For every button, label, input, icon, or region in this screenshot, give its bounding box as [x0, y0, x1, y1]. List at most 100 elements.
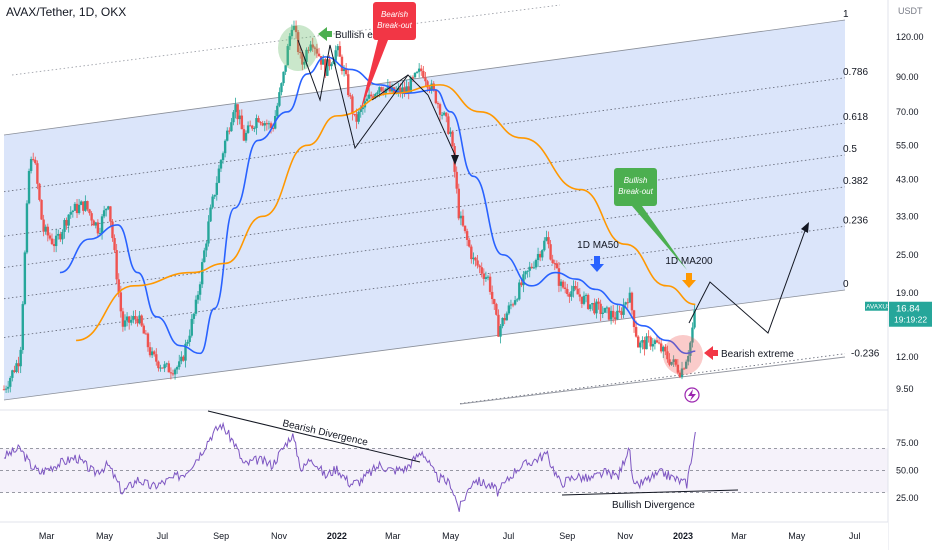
candle-body [11, 370, 14, 378]
candle-body [541, 250, 544, 258]
candle-body [347, 74, 350, 96]
candle-body [265, 123, 269, 125]
candle-body [294, 25, 298, 33]
time-tick: Mar [385, 531, 401, 541]
candle-body [538, 253, 542, 258]
zigzag-arrowhead [451, 155, 459, 165]
candle-body [194, 299, 198, 314]
projection-arrowhead [801, 222, 809, 233]
candle-body [276, 105, 279, 116]
candle-body [309, 44, 312, 51]
candle-body [369, 94, 373, 97]
candle-body [632, 310, 636, 328]
candle-body [338, 46, 342, 57]
candle-body [328, 59, 331, 67]
candle-body [115, 250, 118, 280]
time-tick: May [96, 531, 114, 541]
candle-body [484, 277, 488, 279]
candle-body [263, 123, 266, 126]
candle-body [445, 112, 448, 117]
candle-body [221, 153, 225, 161]
candle-body [211, 196, 214, 208]
price-tick: 70.00 [896, 107, 919, 117]
bullish-breakout-box [614, 168, 657, 206]
candle-body [238, 115, 241, 120]
candle-body [476, 260, 479, 266]
bearish-extreme-arrow [704, 346, 718, 360]
candle-body [520, 282, 523, 286]
candle-body [447, 116, 450, 134]
candle-body [662, 346, 665, 352]
time-tick: Jul [503, 531, 515, 541]
candle-body [140, 315, 143, 326]
candle-body [605, 307, 609, 309]
candle-body [244, 132, 248, 141]
candle-body [374, 93, 377, 99]
symbol-tag-label: AVAXUSDT [866, 304, 900, 311]
candle-body [461, 215, 465, 226]
bullish-breakout-pointer [632, 206, 687, 270]
ma200-arrow [682, 273, 696, 288]
candle-body [397, 87, 400, 91]
symbol-title[interactable]: AVAX/Tether, 1D, OKX [6, 5, 127, 19]
candle-body [288, 36, 292, 47]
candle-body [680, 368, 684, 378]
candle-body [246, 125, 250, 133]
candle-body [173, 369, 177, 375]
candle-body [622, 304, 625, 315]
candle-body [307, 49, 310, 51]
time-axis-bg [0, 522, 888, 550]
candle-body [63, 219, 66, 232]
candle-body [324, 59, 327, 76]
candle-body [668, 359, 671, 365]
candle-body [639, 342, 642, 348]
candle-body [121, 311, 125, 327]
candle-body [326, 59, 329, 76]
candle-body [511, 304, 515, 306]
candle-body [42, 219, 45, 232]
candle-body [682, 368, 686, 370]
candle-body [6, 386, 10, 389]
candle-body [595, 301, 598, 314]
zigzag-leg [371, 74, 409, 101]
candle-body [440, 114, 444, 116]
candle-body [242, 129, 246, 141]
candle-body [109, 206, 112, 222]
candle-body [271, 128, 275, 130]
candle-body [205, 243, 208, 251]
candle-body [401, 87, 404, 94]
price-tick: 120.00 [896, 32, 924, 42]
candle-body [282, 71, 285, 84]
candles [2, 20, 696, 393]
candle-body [403, 87, 406, 92]
candle-body [217, 168, 221, 183]
candle-body [417, 68, 421, 72]
price-tick: 19.00 [896, 288, 919, 298]
candle-body [105, 208, 108, 211]
candle-body [226, 130, 229, 141]
candle-body [436, 103, 440, 105]
candle-body [52, 244, 56, 247]
candle-body [73, 203, 77, 211]
candle-body [407, 86, 410, 93]
candle-body [580, 296, 584, 304]
candle-body [553, 263, 556, 265]
candle-body [655, 340, 659, 343]
time-tick: 2022 [327, 531, 347, 541]
candle-body [146, 333, 150, 348]
bearish-divergence-line [207, 410, 421, 463]
ma50-label: 1D MA50 [577, 240, 619, 251]
candle-body [130, 319, 133, 323]
candle-body [163, 364, 166, 369]
time-tick: May [788, 531, 806, 541]
candle-body [499, 326, 502, 337]
candle-body [528, 266, 531, 271]
time-tick: Jul [849, 531, 861, 541]
candle-body [474, 257, 477, 261]
candle-body [645, 336, 648, 350]
candle-body [678, 372, 682, 378]
candle-body [200, 262, 204, 285]
candle-body [451, 131, 454, 146]
candle-body [234, 104, 237, 113]
